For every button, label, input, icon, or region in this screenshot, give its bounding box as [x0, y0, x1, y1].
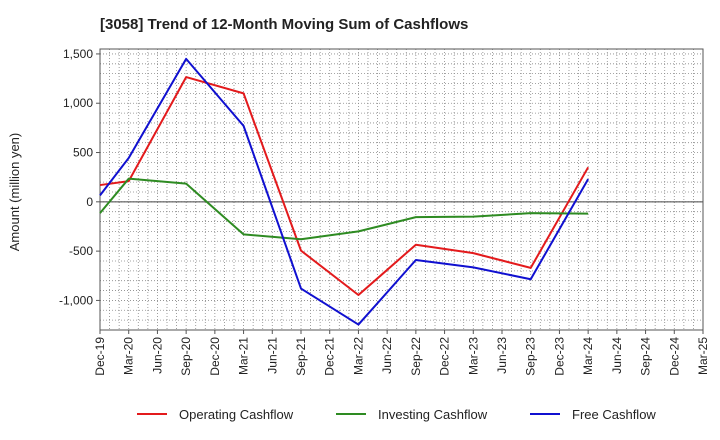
- x-tick-label: Jun-23: [495, 337, 509, 374]
- y-tick-label: -500: [69, 244, 93, 258]
- legend-label: Free Cashflow: [572, 407, 656, 422]
- chart-title: [3058] Trend of 12-Month Moving Sum of C…: [100, 16, 468, 33]
- legend: Operating Cashflow Investing Cashflow Free…: [137, 407, 656, 422]
- x-tick-label: Dec-24: [667, 337, 681, 376]
- x-tick-label: Dec-20: [208, 337, 222, 376]
- legend-label: Operating Cashflow: [179, 407, 294, 422]
- y-tick-label: 0: [86, 195, 93, 209]
- x-tick-label: Sep-22: [409, 337, 423, 376]
- x-tick-label: Sep-23: [524, 337, 538, 376]
- x-tick-label: Mar-20: [122, 337, 136, 375]
- x-tick-label: Dec-21: [323, 337, 337, 376]
- x-tick-label: Dec-19: [93, 337, 107, 376]
- plot-area: 1,500 1,000 500 0 -500 -1,000 Dec-19 Mar-20 Jun-…: [59, 47, 710, 376]
- legend-label: Investing Cashflow: [378, 407, 488, 422]
- series-line-investing-cashflow: [99, 177, 589, 241]
- x-tick-label: Mar-25: [696, 337, 710, 375]
- x-tick-label: Jun-21: [265, 337, 279, 374]
- x-tick-label: Jun-20: [150, 337, 164, 374]
- x-tick-label: Mar-22: [351, 337, 365, 375]
- x-tick-label: Mar-24: [581, 337, 595, 375]
- plot-background: [100, 49, 703, 330]
- x-tick-label: Jun-22: [380, 337, 394, 374]
- x-tick-label: Sep-21: [294, 337, 308, 376]
- plot-border: [99, 48, 704, 331]
- x-tick-label: Mar-21: [237, 337, 251, 375]
- y-tick-label: 500: [73, 146, 93, 160]
- series-line-operating-cashflow: [99, 76, 590, 296]
- x-tick-label: Dec-22: [438, 337, 452, 376]
- y-axis-label: Amount (million yen): [7, 133, 22, 252]
- x-tick-label: Sep-24: [639, 337, 653, 376]
- x-tick-label: Jun-24: [610, 337, 624, 374]
- y-tick-label: 1,500: [63, 47, 93, 61]
- x-tick-label: Mar-23: [466, 337, 480, 375]
- x-tick-label: Sep-20: [179, 337, 193, 376]
- y-tick-label: 1,000: [63, 96, 93, 110]
- y-tick-label: -1,000: [59, 293, 93, 307]
- series-line-free-cashflow: [99, 57, 590, 326]
- x-tick-label: Dec-23: [552, 337, 566, 376]
